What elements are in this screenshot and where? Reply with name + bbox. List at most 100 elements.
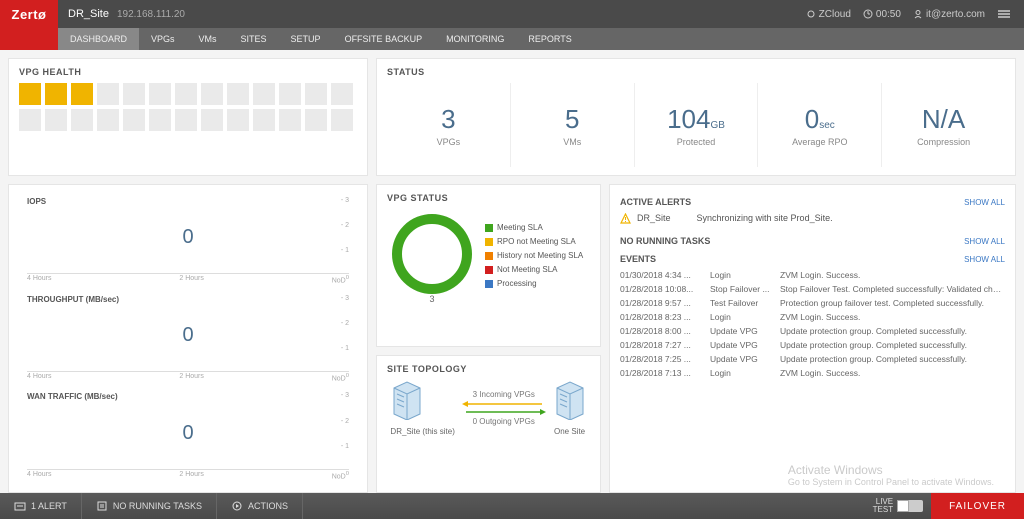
top-bar: Zertø DR_Site 192.168.111.20 ZCloud 00:5… xyxy=(0,0,1024,28)
clock: 00:50 xyxy=(863,9,901,20)
health-cell xyxy=(253,109,275,131)
stat-vms: 5VMs xyxy=(510,83,634,167)
site-name: DR_Site xyxy=(68,8,109,20)
site-ip: 192.168.111.20 xyxy=(117,9,185,20)
nav-tab-vpgs[interactable]: VPGs xyxy=(139,28,187,50)
health-cell xyxy=(149,83,171,105)
event-row: 01/28/2018 7:27 ...Update VPGUpdate prot… xyxy=(620,338,1005,352)
actions-icon xyxy=(231,500,243,512)
mini-chart: WAN TRAFFIC (MB/sec)- 3- 2- 104 Hours2 H… xyxy=(19,388,357,484)
live-test-toggle[interactable]: LIVETEST xyxy=(865,498,931,514)
health-cell xyxy=(201,83,223,105)
health-cell xyxy=(123,109,145,131)
legend-item: RPO not Meeting SLA xyxy=(485,237,583,246)
show-all-link[interactable]: SHOW ALL xyxy=(964,198,1005,207)
event-row: 01/30/2018 4:34 ...LoginZVM Login. Succe… xyxy=(620,268,1005,282)
user-menu[interactable]: it@zerto.com xyxy=(913,9,985,20)
vpg-status-panel: VPG STATUS 3 Meeting SLA RPO not Meeting … xyxy=(376,184,601,347)
vpg-health-panel: VPG HEALTH xyxy=(8,58,368,176)
active-alerts-header: ACTIVE ALERTS SHOW ALL xyxy=(620,193,1005,211)
panel-title: SITE TOPOLOGY xyxy=(387,364,590,374)
running-tasks-header: NO RUNNING TASKS SHOW ALL xyxy=(620,232,1005,250)
topology-site-left: DR_Site (this site) xyxy=(390,380,454,436)
health-cell xyxy=(19,83,41,105)
toggle-switch[interactable] xyxy=(897,500,923,512)
legend-item: Meeting SLA xyxy=(485,223,583,232)
health-cell xyxy=(331,109,353,131)
vpg-health-grid xyxy=(19,83,357,131)
footer-tasks[interactable]: NO RUNNING TASKS xyxy=(82,493,217,519)
right-column-panel: ACTIVE ALERTS SHOW ALL DR_Site Synchroni… xyxy=(609,184,1016,493)
menu-icon[interactable] xyxy=(997,9,1014,20)
site-info: DR_Site 192.168.111.20 xyxy=(58,0,195,28)
tasks-icon xyxy=(96,500,108,512)
health-cell xyxy=(71,109,93,131)
site-topology-panel: SITE TOPOLOGY DR_Site (this site) 3 Inco… xyxy=(376,355,601,493)
event-row: 01/28/2018 8:00 ...Update VPGUpdate prot… xyxy=(620,324,1005,338)
legend-item: History not Meeting SLA xyxy=(485,251,583,260)
health-cell xyxy=(227,83,249,105)
health-cell xyxy=(305,83,327,105)
mini-chart: IOPS- 3- 2- 104 Hours2 HoursNoD0 xyxy=(19,193,357,289)
footer-actions[interactable]: ACTIONS xyxy=(217,493,303,519)
nav-tab-monitoring[interactable]: MONITORING xyxy=(434,28,516,50)
nav-tab-dashboard[interactable]: DASHBOARD xyxy=(58,28,139,50)
panel-title: VPG STATUS xyxy=(387,193,590,203)
stat-compression: N/ACompression xyxy=(881,83,1005,167)
footer-alerts[interactable]: 1 ALERT xyxy=(0,493,82,519)
health-cell xyxy=(45,83,67,105)
stat-protected: 104GBProtected xyxy=(634,83,758,167)
topology-site-right: One Site xyxy=(553,380,587,436)
alert-msg: Synchronizing with site Prod_Site. xyxy=(697,213,833,226)
top-right: ZCloud 00:50 it@zerto.com xyxy=(806,0,1024,28)
nav-tab-setup[interactable]: SETUP xyxy=(279,28,333,50)
stat-average-rpo: 0secAverage RPO xyxy=(757,83,881,167)
status-panel: STATUS 3VPGs5VMs104GBProtected0secAverag… xyxy=(376,58,1016,176)
health-cell xyxy=(71,83,93,105)
show-all-link[interactable]: SHOW ALL xyxy=(964,237,1005,246)
health-cell xyxy=(97,109,119,131)
health-cell xyxy=(123,83,145,105)
donut-total: 3 xyxy=(387,294,477,304)
health-cell xyxy=(331,83,353,105)
brand-logo: Zertø xyxy=(0,0,58,28)
topology-arrows: 3 Incoming VPGs 0 Outgoing VPGs xyxy=(462,390,546,426)
health-cell xyxy=(279,83,301,105)
health-cell xyxy=(253,83,275,105)
health-cell xyxy=(201,109,223,131)
status-row: 3VPGs5VMs104GBProtected0secAverage RPON/… xyxy=(387,83,1005,167)
health-cell xyxy=(45,109,67,131)
charts-panel: IOPS- 3- 2- 104 Hours2 HoursNoD0THROUGHP… xyxy=(8,184,368,493)
main-nav: DASHBOARDVPGsVMsSITESSETUPOFFSITE BACKUP… xyxy=(0,28,1024,50)
cloud-indicator[interactable]: ZCloud xyxy=(806,9,851,20)
health-cell xyxy=(175,109,197,131)
health-cell xyxy=(175,83,197,105)
health-cell xyxy=(227,109,249,131)
legend-item: Processing xyxy=(485,279,583,288)
alert-icon xyxy=(14,500,26,512)
warning-icon xyxy=(620,213,631,226)
event-row: 01/28/2018 8:23 ...LoginZVM Login. Succe… xyxy=(620,310,1005,324)
health-cell xyxy=(305,109,327,131)
panel-title: VPG HEALTH xyxy=(19,67,357,77)
stat-vpgs: 3VPGs xyxy=(387,83,510,167)
show-all-link[interactable]: SHOW ALL xyxy=(964,255,1005,264)
event-row: 01/28/2018 9:57 ...Test FailoverProtecti… xyxy=(620,296,1005,310)
events-header: EVENTS SHOW ALL xyxy=(620,250,1005,268)
failover-button[interactable]: FAILOVER xyxy=(931,493,1024,519)
health-cell xyxy=(97,83,119,105)
health-cell xyxy=(19,109,41,131)
legend-item: Not Meeting SLA xyxy=(485,265,583,274)
alert-row: DR_Site Synchronizing with site Prod_Sit… xyxy=(620,211,1005,232)
nav-tab-sites[interactable]: SITES xyxy=(229,28,279,50)
panel-title: STATUS xyxy=(387,67,1005,77)
nav-tab-reports[interactable]: REPORTS xyxy=(516,28,583,50)
event-row: 01/28/2018 10:08...Stop Failover ...Stop… xyxy=(620,282,1005,296)
nav-tab-offsite-backup[interactable]: OFFSITE BACKUP xyxy=(333,28,435,50)
mini-chart: THROUGHPUT (MB/sec)- 3- 2- 104 Hours2 Ho… xyxy=(19,291,357,387)
alert-site: DR_Site xyxy=(637,213,671,226)
donut-chart: 3 xyxy=(387,209,477,302)
nav-tab-vms[interactable]: VMs xyxy=(187,28,229,50)
events-table: 01/30/2018 4:34 ...LoginZVM Login. Succe… xyxy=(620,268,1005,380)
vpg-status-legend: Meeting SLA RPO not Meeting SLA History no… xyxy=(485,223,583,288)
